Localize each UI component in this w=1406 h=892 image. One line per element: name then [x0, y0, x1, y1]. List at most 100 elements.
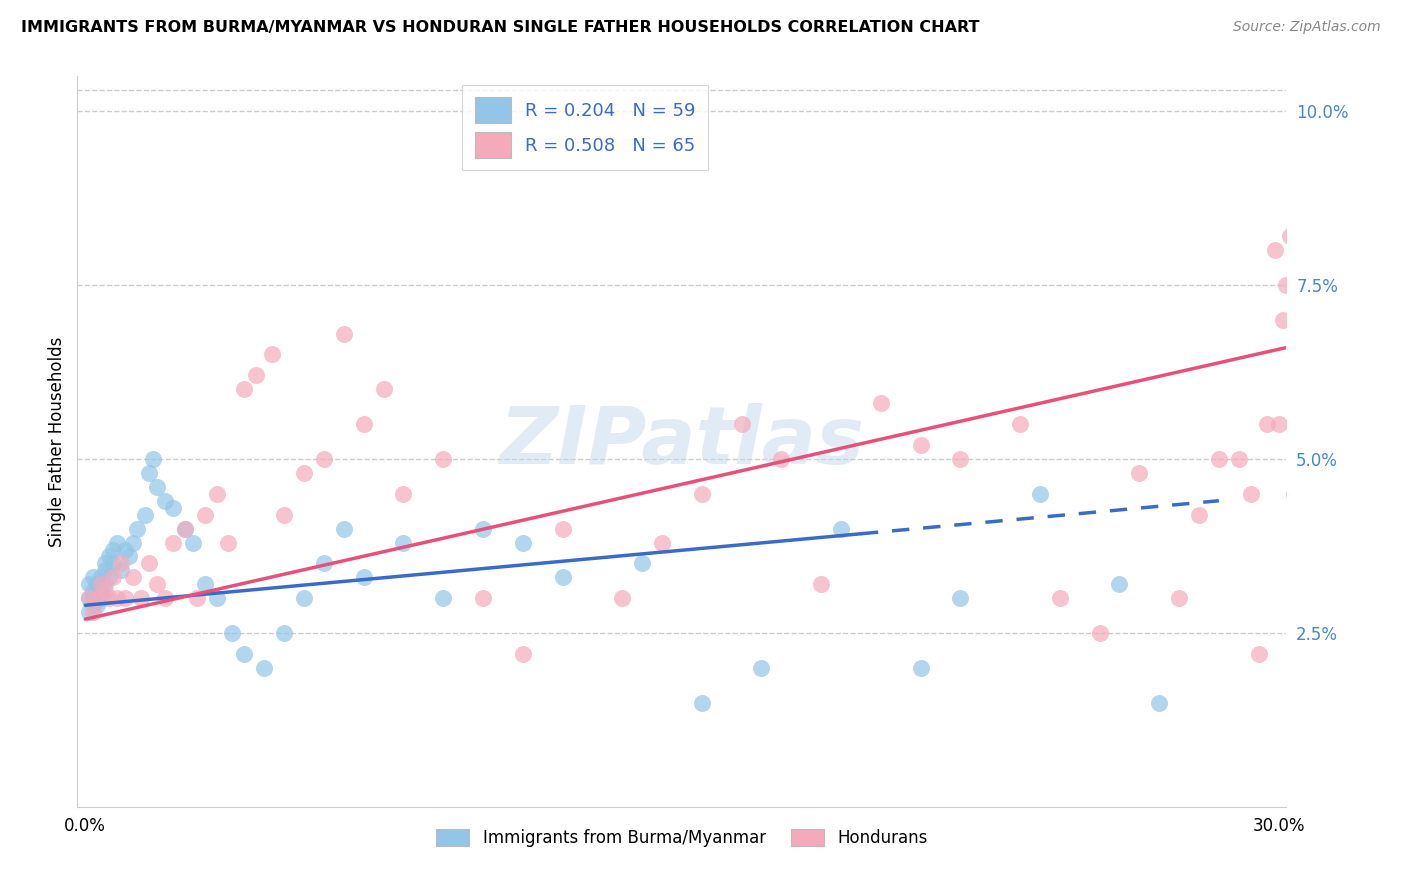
Point [651, 535, 673, 549]
Point [194, 577, 217, 591]
Point [105, 535, 128, 549]
Point [146, 577, 169, 591]
Point [910, 438, 932, 452]
Point [353, 570, 375, 584]
Y-axis label: Single Father Households: Single Father Households [48, 336, 66, 547]
Point [830, 522, 852, 536]
Point [101, 557, 124, 571]
Point [1108, 577, 1130, 591]
Point [262, 347, 284, 361]
Point [205, 487, 228, 501]
Point [110, 557, 132, 571]
Point [1049, 591, 1071, 606]
Point [233, 647, 256, 661]
Point [512, 647, 534, 661]
Point [90, 577, 112, 591]
Point [312, 452, 335, 467]
Point [101, 570, 124, 584]
Point [101, 542, 124, 557]
Point [205, 591, 228, 606]
Point [1147, 696, 1170, 710]
Point [1299, 173, 1322, 187]
Point [333, 522, 356, 536]
Point [94, 577, 117, 591]
Point [392, 487, 415, 501]
Point [86, 577, 108, 591]
Point [94, 557, 117, 571]
Point [751, 661, 773, 675]
Point [90, 570, 112, 584]
Point [82, 591, 104, 606]
Text: IMMIGRANTS FROM BURMA/MYANMAR VS HONDURAN SINGLE FATHER HOUSEHOLDS CORRELATION C: IMMIGRANTS FROM BURMA/MYANMAR VS HONDURA… [21, 20, 980, 35]
Point [77, 591, 100, 606]
Point [138, 466, 160, 480]
Point [181, 535, 204, 549]
Point [233, 382, 256, 396]
Point [118, 549, 141, 564]
Point [173, 522, 195, 536]
Point [273, 508, 295, 522]
Point [217, 535, 239, 549]
Point [114, 542, 136, 557]
Point [1029, 487, 1052, 501]
Point [90, 591, 112, 606]
Point [134, 508, 156, 522]
Point [869, 396, 891, 410]
Point [114, 591, 136, 606]
Point [122, 570, 145, 584]
Point [910, 661, 932, 675]
Point [94, 563, 117, 577]
Point [82, 584, 104, 599]
Point [82, 570, 104, 584]
Point [1240, 487, 1263, 501]
Point [142, 452, 165, 467]
Point [253, 661, 276, 675]
Point [1256, 417, 1278, 431]
Point [86, 591, 108, 606]
Point [1168, 591, 1191, 606]
Point [1264, 243, 1286, 257]
Legend: Immigrants from Burma/Myanmar, Hondurans: Immigrants from Burma/Myanmar, Hondurans [429, 822, 935, 854]
Point [90, 584, 112, 599]
Point [146, 480, 169, 494]
Point [612, 591, 634, 606]
Point [690, 487, 713, 501]
Point [810, 577, 832, 591]
Point [949, 591, 972, 606]
Point [1008, 417, 1031, 431]
Point [1227, 452, 1250, 467]
Point [186, 591, 208, 606]
Point [392, 535, 415, 549]
Point [86, 584, 108, 599]
Point [432, 452, 454, 467]
Point [690, 696, 713, 710]
Point [512, 535, 534, 549]
Point [551, 522, 574, 536]
Point [292, 591, 315, 606]
Point [82, 599, 104, 613]
Point [1295, 626, 1317, 640]
Point [125, 522, 148, 536]
Point [472, 591, 495, 606]
Point [1279, 229, 1302, 244]
Point [312, 557, 335, 571]
Point [194, 508, 217, 522]
Point [98, 549, 121, 564]
Point [86, 599, 108, 613]
Point [77, 591, 100, 606]
Point [77, 605, 100, 619]
Point [94, 584, 117, 599]
Point [1271, 312, 1294, 326]
Point [1088, 626, 1111, 640]
Point [82, 605, 104, 619]
Point [105, 591, 128, 606]
Point [1247, 647, 1270, 661]
Point [949, 452, 972, 467]
Point [1188, 508, 1211, 522]
Point [98, 570, 121, 584]
Point [173, 522, 195, 536]
Point [162, 535, 184, 549]
Point [273, 626, 295, 640]
Point [373, 382, 395, 396]
Point [333, 326, 356, 341]
